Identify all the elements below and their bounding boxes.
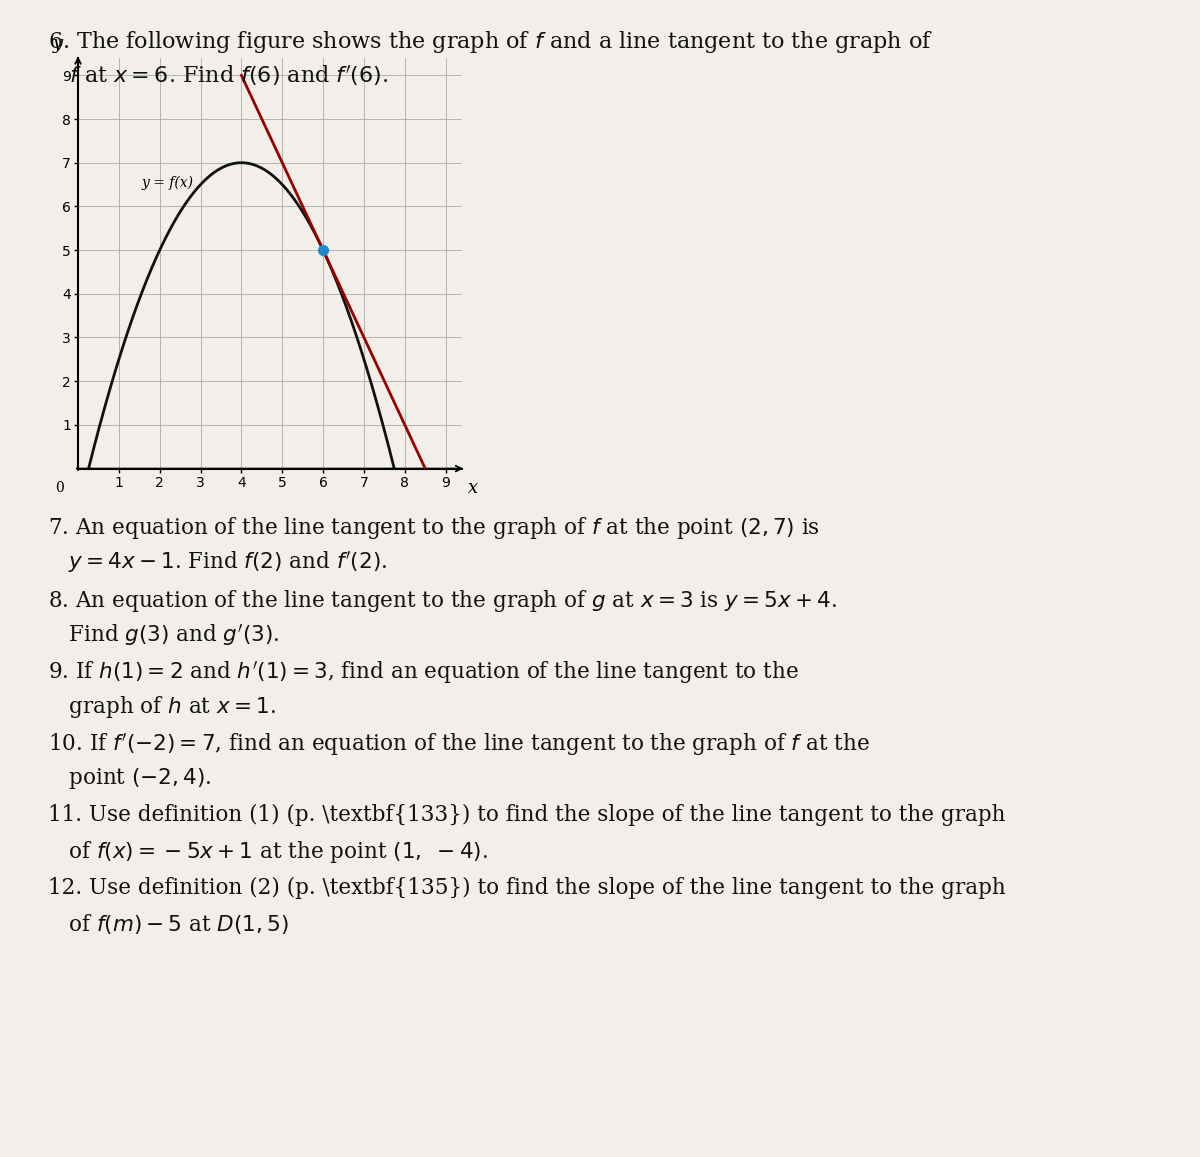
Text: point $(-2, 4)$.: point $(-2, 4)$.	[48, 766, 211, 791]
Text: graph of $h$ at $x = 1$.: graph of $h$ at $x = 1$.	[48, 694, 276, 720]
Text: y = f(x): y = f(x)	[142, 175, 193, 190]
Text: 6. The following figure shows the graph of $f$ and a line tangent to the graph o: 6. The following figure shows the graph …	[48, 29, 934, 54]
Text: y: y	[53, 36, 62, 53]
Text: $y = 4x - 1$. Find $f(2)$ and $f'(2)$.: $y = 4x - 1$. Find $f(2)$ and $f'(2)$.	[48, 550, 388, 575]
Text: 0: 0	[55, 481, 64, 495]
Text: 7. An equation of the line tangent to the graph of $f$ at the point $(2, 7)$ is: 7. An equation of the line tangent to th…	[48, 515, 820, 540]
Text: $f$ at $x = 6$. Find $f(6)$ and $f'(6)$.: $f$ at $x = 6$. Find $f(6)$ and $f'(6)$.	[48, 64, 389, 88]
Text: 12. Use definition (2) (p. \textbf{135}) to find the slope of the line tangent t: 12. Use definition (2) (p. \textbf{135})…	[48, 877, 1006, 899]
Text: 9. If $h(1) = 2$ and $h'(1) = 3$, find an equation of the line tangent to the: 9. If $h(1) = 2$ and $h'(1) = 3$, find a…	[48, 659, 799, 686]
Text: Find $g(3)$ and $g'(3)$.: Find $g(3)$ and $g'(3)$.	[48, 622, 280, 648]
Text: 10. If $f'(-2) = 7$, find an equation of the line tangent to the graph of $f$ at: 10. If $f'(-2) = 7$, find an equation of…	[48, 731, 870, 758]
Text: of $f(m) - 5$ at $D(1, 5)$: of $f(m) - 5$ at $D(1, 5)$	[48, 912, 288, 936]
Text: x: x	[468, 479, 479, 498]
Text: of $f(x) = -5x + 1$ at the point $(1,\ -4)$.: of $f(x) = -5x + 1$ at the point $(1,\ -…	[48, 839, 488, 864]
Text: 11. Use definition (1) (p. \textbf{133}) to find the slope of the line tangent t: 11. Use definition (1) (p. \textbf{133})…	[48, 804, 1006, 826]
Text: 8. An equation of the line tangent to the graph of $g$ at $x = 3$ is $y = 5x + 4: 8. An equation of the line tangent to th…	[48, 588, 836, 613]
